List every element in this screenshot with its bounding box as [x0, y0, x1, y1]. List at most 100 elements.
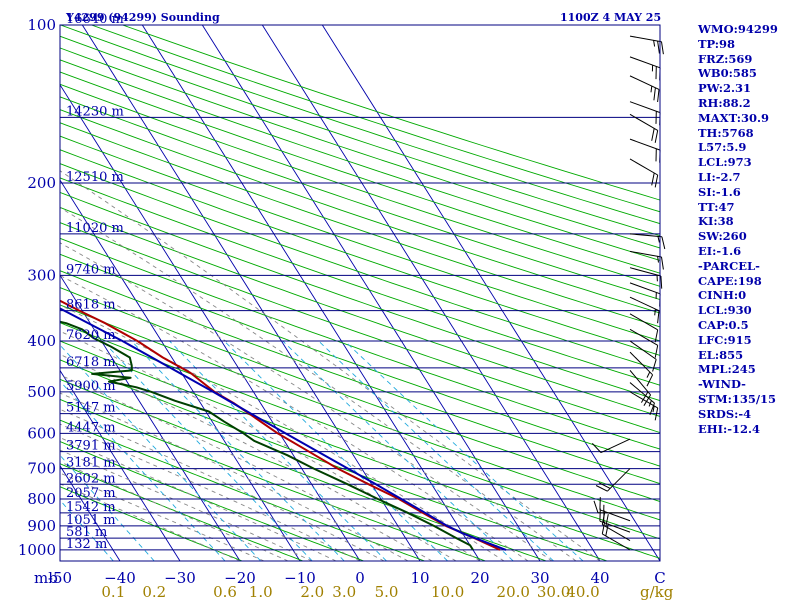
mixing-ratio-unit-label: g/kg [640, 583, 674, 600]
height-label: 11020 m [66, 221, 124, 236]
temperature-tick-label: −30 [164, 569, 196, 587]
isobar-lines [60, 24, 660, 551]
mixing-ratio-line [60, 344, 262, 561]
index-line: MAXT:30.9 [698, 110, 769, 125]
index-line: SRDS:-4 [698, 406, 752, 421]
barb-half-feather [648, 400, 652, 407]
pressure-label: 400 [27, 332, 56, 350]
mixing-ratio-line [131, 340, 345, 561]
moist-adiabat [60, 374, 433, 561]
temperature-unit-label: C [654, 569, 665, 587]
dry-adiabat [60, 47, 660, 249]
index-line: EL:855 [698, 347, 744, 362]
isotherm-line [60, 560, 61, 561]
barb-half-feather [653, 40, 656, 47]
height-label: 12510 m [66, 170, 124, 185]
wind-barb [601, 521, 631, 551]
barb-staff [629, 113, 658, 131]
index-line: PW:2.31 [698, 81, 752, 96]
barb-feather [598, 482, 611, 489]
mixing-ratio-line [344, 340, 584, 561]
barb-feather [605, 514, 609, 527]
barb-staff [629, 75, 660, 90]
pressure-label: 800 [27, 490, 56, 508]
mixing-ratio-label: 30.0 [537, 583, 570, 600]
wind-barb [629, 267, 663, 289]
dry-adiabat [90, 25, 660, 213]
barb-staff [629, 158, 658, 176]
index-line: -PARCEL- [698, 258, 760, 273]
barb-feather [591, 443, 602, 453]
index-line: SW:260 [698, 229, 747, 244]
index-line: EI:-1.6 [698, 243, 742, 258]
height-label: 2602 m [66, 471, 116, 486]
moist-adiabat [60, 304, 505, 561]
barb-staff [629, 391, 658, 409]
dry-adiabat [60, 222, 660, 434]
wind-barb [591, 438, 631, 454]
barb-feather [657, 310, 660, 324]
barb-staff [599, 520, 631, 533]
temperature-tick-label: 20 [470, 569, 489, 587]
station-title: Y4299 (94299) Sounding [65, 11, 220, 24]
index-line: WB0:585 [698, 66, 757, 81]
isotherm-line [60, 83, 361, 561]
background-grid [60, 25, 660, 561]
barb-staff [629, 101, 661, 114]
wind-barb [629, 75, 660, 103]
wind-barb [599, 497, 631, 522]
barb-staff [629, 56, 661, 69]
barb-staff [629, 35, 662, 43]
moist-adiabat [60, 274, 529, 561]
index-line: CAP:0.5 [698, 317, 749, 332]
index-line: LCL:930 [698, 303, 752, 318]
isotherm-line [201, 25, 541, 561]
mixing-ratio-label: 20.0 [497, 583, 530, 600]
barb-feather [593, 500, 599, 513]
dry-adiabat [60, 253, 660, 467]
isotherm-line [321, 25, 660, 561]
temperature-tick-label: 10 [410, 569, 429, 587]
observation-time: 1100Z 4 MAY 25 [560, 11, 661, 24]
temperature-tick-label: 40 [590, 569, 609, 587]
mixing-ratio-label: 3.0 [332, 583, 356, 600]
barb-feather [652, 359, 657, 372]
barb-feather [661, 236, 666, 250]
wind-barb [629, 351, 654, 387]
wind-barb [629, 113, 659, 143]
dry-adiabat [60, 304, 660, 521]
height-label: 1542 m [66, 500, 116, 515]
barb-staff [629, 282, 661, 295]
height-label: 5900 m [66, 379, 116, 394]
barb-feather [646, 374, 654, 387]
isotherm-line [60, 274, 241, 561]
barb-staff [629, 250, 662, 258]
dry-adiabat [60, 59, 660, 261]
barb-feather [657, 89, 660, 103]
barb-feather [654, 345, 659, 358]
barb-feather [601, 521, 606, 534]
index-line: CINH:0 [698, 288, 747, 303]
dry-adiabat [60, 191, 660, 402]
index-line: TH:5768 [698, 125, 754, 140]
barb-feather [640, 391, 649, 403]
index-line: LI:-2.7 [698, 169, 741, 184]
barb-staff [629, 328, 658, 346]
barb-staff [602, 533, 631, 551]
dry-adiabat [60, 149, 660, 356]
barb-half-feather [650, 85, 653, 93]
barb-half-feather [657, 236, 660, 243]
barb-staff [629, 370, 651, 396]
barb-feather [661, 41, 664, 55]
wind-barb [629, 382, 655, 416]
barb-half-feather [646, 371, 651, 378]
wind-barb [629, 328, 659, 358]
pressure-label: 200 [27, 174, 56, 192]
wind-barb [629, 56, 661, 81]
barb-half-feather [652, 405, 655, 413]
wind-barb [595, 468, 631, 492]
temperature-tick-label: −40 [104, 569, 136, 587]
dry-adiabat [60, 35, 660, 237]
dewpoint-trace [60, 320, 474, 551]
barb-feather [651, 128, 655, 141]
